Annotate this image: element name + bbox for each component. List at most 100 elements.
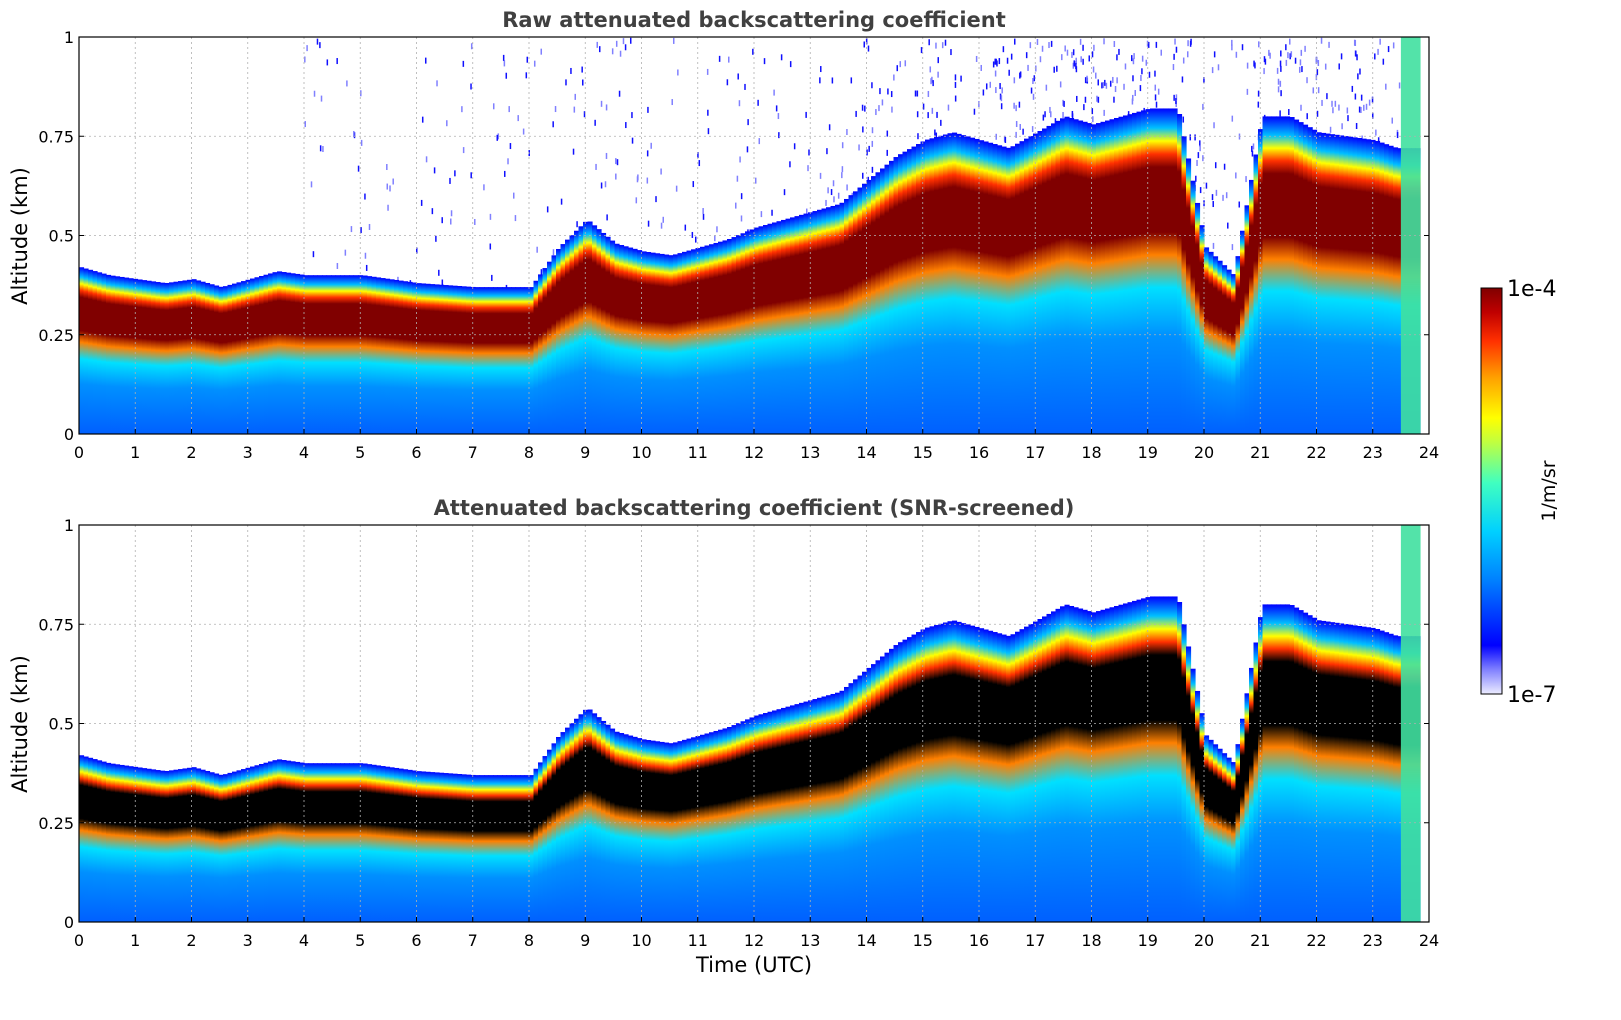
heatmap-column [605, 724, 611, 922]
heatmap-column [1073, 119, 1079, 434]
heatmap-column [259, 275, 265, 434]
noise-speckle [1347, 115, 1349, 122]
noise-speckle [1195, 175, 1197, 182]
noise-speckle [1092, 116, 1094, 123]
noise-speckle [1039, 56, 1042, 63]
noise-speckle [1015, 105, 1017, 112]
noise-speckle [600, 100, 603, 107]
noise-speckle [1019, 124, 1021, 131]
noise-speckle [431, 208, 434, 215]
heatmap-column [1307, 615, 1313, 922]
noise-speckle [526, 56, 529, 63]
heatmap-column [668, 255, 674, 434]
noise-speckle [1328, 41, 1330, 48]
heatmap-column [97, 760, 103, 922]
noise-speckle [319, 42, 321, 49]
heatmap-column [313, 275, 319, 434]
heatmap-column [1010, 146, 1016, 434]
noise-speckle [1114, 86, 1117, 93]
noise-speckle [737, 73, 739, 80]
heatmap-column [1253, 642, 1259, 922]
heatmap-column [272, 760, 278, 922]
noise-speckle [995, 133, 997, 140]
heatmap-column [308, 275, 314, 434]
noise-speckle [462, 60, 465, 67]
y-axis-ticks: 0 0.25 0.5 0.75 1 [38, 28, 1429, 444]
noise-speckle [389, 185, 391, 192]
heatmap-column [772, 222, 778, 434]
noise-speckle [386, 183, 389, 190]
heatmap-column [830, 205, 836, 434]
heatmap-column [983, 141, 989, 434]
noise-speckle [660, 168, 662, 175]
x-tick-label: 5 [355, 443, 365, 462]
noise-speckle [935, 42, 937, 49]
heatmap-column [182, 280, 188, 434]
noise-speckle [1357, 73, 1359, 80]
noise-speckle [1133, 53, 1135, 60]
noise-speckle [978, 101, 980, 108]
noise-speckle [1246, 88, 1249, 95]
noise-speckle [1000, 95, 1003, 102]
heatmap-column [412, 282, 418, 434]
noise-speckle [1140, 74, 1142, 81]
noise-speckle [1154, 94, 1157, 101]
heatmap-column [1010, 634, 1016, 922]
heatmap-column [668, 743, 674, 922]
noise-speckle [574, 93, 576, 100]
heatmap-column [889, 160, 895, 434]
noise-speckle [392, 178, 394, 185]
noise-speckle [435, 235, 437, 242]
noise-speckle [1340, 53, 1343, 60]
heatmap-column [1168, 596, 1174, 922]
heatmap-column [1132, 600, 1138, 922]
heatmap-column [1280, 116, 1286, 434]
noise-speckle [436, 80, 438, 87]
noise-speckle [1199, 140, 1201, 147]
noise-speckle [635, 197, 638, 204]
heatmap-column [1339, 623, 1345, 922]
heatmap-column [880, 168, 886, 434]
heatmap-column [1208, 251, 1214, 434]
noise-speckle [615, 40, 618, 47]
heatmap-column [169, 770, 175, 922]
noise-speckle [827, 187, 829, 194]
noise-speckle [996, 60, 998, 67]
noise-speckle [424, 57, 427, 64]
heatmap-column [1064, 116, 1070, 434]
y-tick-label: 1 [64, 516, 74, 535]
heatmap-column [704, 245, 710, 434]
heatmap-column [677, 253, 683, 434]
heatmap-column [1105, 120, 1111, 434]
noise-speckle [738, 100, 741, 107]
heatmap-column [619, 733, 625, 922]
heatmap-column [925, 139, 931, 434]
heatmap-column [1343, 624, 1349, 922]
noise-speckle [694, 236, 697, 243]
x-tick-label: 14 [856, 931, 876, 950]
noise-speckle [650, 142, 652, 149]
y-axis-ticks: 0 0.25 0.5 0.75 1 [38, 516, 1429, 932]
noise-speckle [995, 87, 997, 94]
heatmap-column [1195, 202, 1201, 434]
heatmap-column [776, 221, 782, 434]
noise-speckle [536, 246, 538, 253]
noise-speckle [1246, 62, 1249, 69]
heatmap-column [488, 287, 494, 434]
noise-speckle [1097, 96, 1100, 103]
noise-speckle [583, 111, 586, 118]
heatmap-column [830, 693, 836, 922]
heatmap-column [682, 739, 688, 922]
noise-speckle [1031, 126, 1034, 133]
heatmap-column [565, 239, 571, 434]
noise-speckle [1316, 69, 1319, 76]
noise-speckle [820, 66, 822, 73]
heatmap-column [403, 281, 409, 434]
heatmap-column [83, 756, 89, 922]
heatmap-column [281, 272, 287, 434]
noise-speckle [1182, 57, 1185, 64]
heatmap-column [1141, 598, 1147, 922]
noise-speckle [497, 133, 500, 140]
heatmap-column [1352, 625, 1358, 922]
heatmap-column [632, 248, 638, 434]
